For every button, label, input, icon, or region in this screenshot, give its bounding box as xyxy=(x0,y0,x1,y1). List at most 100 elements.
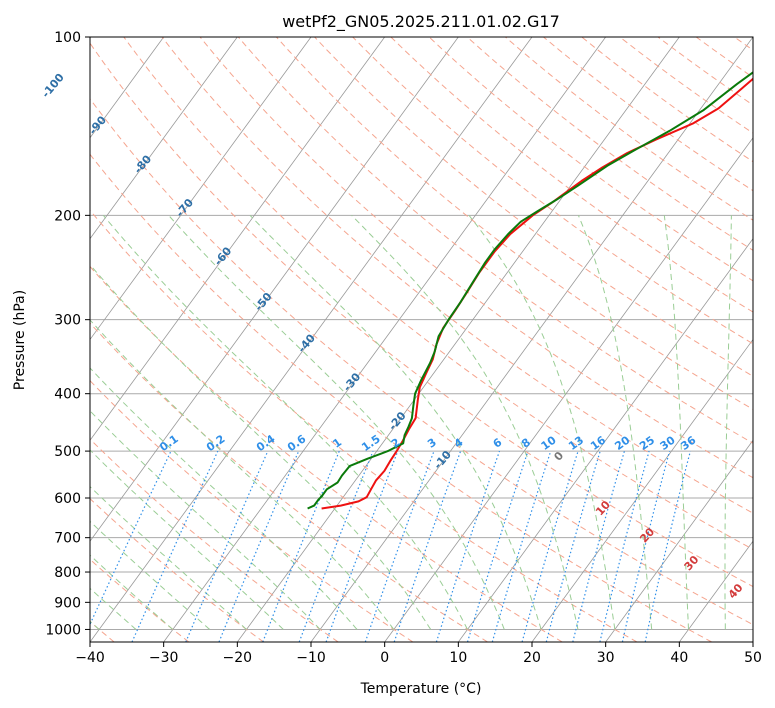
moist-adiabat-line xyxy=(102,214,468,630)
moist-adiabat-line xyxy=(90,410,321,630)
mixing-ratio-label: 4 xyxy=(452,436,466,451)
y-tick-label: 200 xyxy=(54,208,81,224)
dry-adiabat-line xyxy=(695,37,753,78)
moist-adiabat-line xyxy=(663,215,689,630)
dry-adiabat-line xyxy=(90,265,563,642)
isotherm-line xyxy=(237,37,680,642)
mixing-ratio-line xyxy=(621,450,671,642)
axes: −40 −30 −20 −10 0 10 20 30 40 50 100 200 300 400 500 60… xyxy=(45,30,762,666)
y-tick-label: 100 xyxy=(54,30,81,46)
dry-adiabat-label: -100 xyxy=(39,71,67,101)
moist-adiabat-line xyxy=(468,214,616,630)
y-tick-label: 700 xyxy=(54,531,81,547)
moist-adiabat-line xyxy=(90,485,247,630)
y-tick-label: 900 xyxy=(54,595,81,611)
sounding-lines xyxy=(307,71,753,510)
y-tick-label: 300 xyxy=(54,313,81,329)
isotherm-line xyxy=(163,37,606,642)
isotherm-line xyxy=(90,37,533,642)
dry-adiabat-line xyxy=(276,37,753,410)
moist-adiabat-label: 30 xyxy=(682,553,702,573)
moist-adiabat-line xyxy=(249,214,542,630)
mixing-ratio-line xyxy=(491,450,552,642)
x-tick-label: 0 xyxy=(380,650,389,666)
moist-adiabat-line xyxy=(90,263,432,630)
dry-adiabat-line xyxy=(314,37,753,377)
mixing-ratio-label: 20 xyxy=(612,433,632,453)
moist-adiabat-line xyxy=(90,587,137,630)
line-labels: -100-90-80-70-60-50-40-30-20-100.1 0.2 0.4… xyxy=(39,71,746,602)
dry-adiabat-line xyxy=(90,438,339,642)
isotherm-line xyxy=(679,540,753,642)
dry-adiabat-line xyxy=(123,37,753,550)
mixing-ratio-line xyxy=(599,450,650,642)
mixing-ratio-line xyxy=(521,450,579,642)
moist-adiabat-line xyxy=(762,215,775,629)
x-tick-label: −30 xyxy=(149,650,179,666)
dewpoint-profile-line xyxy=(307,71,753,510)
moist-adiabat-line xyxy=(724,215,732,630)
moist-adiabat-line xyxy=(577,215,653,630)
mixing-ratio-line xyxy=(466,450,529,642)
mixing-ratio-line xyxy=(435,450,501,642)
dry-adiabat-label: -40 xyxy=(295,331,318,355)
dry-adiabat-line xyxy=(390,37,753,313)
mixing-ratio-line xyxy=(545,450,601,642)
dry-adiabat-line xyxy=(734,37,753,51)
mixing-ratio-label: 3 xyxy=(425,436,439,451)
dry-adiabat-line xyxy=(466,37,753,251)
mixing-ratio-label: 30 xyxy=(658,433,678,453)
mixing-ratio-label: 1 xyxy=(330,436,344,451)
isotherm-line xyxy=(605,439,753,642)
y-tick-label: 1000 xyxy=(45,622,81,638)
dry-adiabat-line xyxy=(428,37,753,282)
dry-adiabat-line xyxy=(90,379,414,642)
isotherm-line xyxy=(90,37,238,240)
mixing-ratio-label: 6 xyxy=(491,436,505,451)
mixing-ratio-line xyxy=(90,450,172,626)
background-grid xyxy=(90,37,775,642)
x-tick-label: 40 xyxy=(670,650,688,666)
dry-adiabat-line xyxy=(199,37,753,479)
x-axis-label: Temperature (°C) xyxy=(360,681,482,697)
dry-adiabat-label: -80 xyxy=(131,152,154,176)
mixing-ratio-line xyxy=(185,450,269,642)
y-axis-label: Pressure (hPa) xyxy=(12,290,28,390)
isotherm-line xyxy=(90,37,385,442)
y-tick-label: 500 xyxy=(54,444,81,460)
x-tick-label: 10 xyxy=(449,650,467,666)
x-tick-label: −40 xyxy=(75,650,105,666)
dry-adiabat-line xyxy=(352,37,753,345)
moist-adiabat-line xyxy=(90,449,284,630)
dry-adiabat-line xyxy=(90,98,753,626)
mixing-ratio-line xyxy=(364,450,435,642)
isotherm-line xyxy=(458,237,753,642)
isotherm-line xyxy=(90,37,312,341)
moist-adiabat-line xyxy=(351,214,579,630)
x-tick-label: −10 xyxy=(296,650,326,666)
dry-adiabat-line xyxy=(619,37,753,134)
mixing-ratio-label: 16 xyxy=(588,433,608,453)
mixing-ratio-label: 25 xyxy=(637,434,657,453)
dry-adiabat-line xyxy=(505,37,753,221)
moist-adiabat-line xyxy=(90,520,211,630)
mixing-ratio-line xyxy=(572,450,625,642)
mixing-ratio-line xyxy=(393,450,462,642)
isotherm-line xyxy=(531,338,753,642)
mixing-ratio-label: 13 xyxy=(566,434,586,453)
moist-adiabat-line xyxy=(90,620,100,630)
dry-adiabat-label: -70 xyxy=(173,196,196,220)
plot-frame xyxy=(89,36,754,643)
isotherm-line xyxy=(384,137,753,642)
dry-adiabat-line xyxy=(161,37,753,514)
dry-adiabat-line xyxy=(237,37,753,444)
chart-title: wetPf2_GN05.2025.211.01.02.G17 xyxy=(282,12,560,32)
dry-adiabat-line xyxy=(90,322,488,642)
mixing-ratio-line xyxy=(218,450,300,642)
mixing-ratio-line xyxy=(131,450,219,642)
dry-adiabat-line xyxy=(90,153,712,642)
x-tick-label: 20 xyxy=(523,650,541,666)
dry-adiabat-line xyxy=(543,37,753,192)
mixing-ratio-line xyxy=(262,450,340,642)
